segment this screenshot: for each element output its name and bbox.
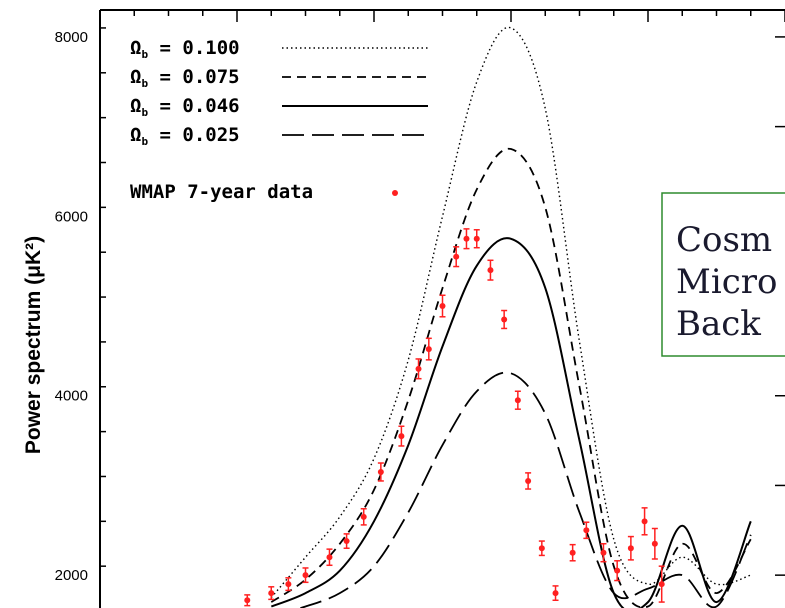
data-point [487, 267, 494, 274]
data-point [244, 597, 251, 604]
series-line-solid [270, 237, 752, 608]
wmap-point [302, 567, 309, 584]
wmap-point [326, 548, 333, 567]
data-point [268, 590, 275, 597]
data-point [302, 572, 309, 579]
legend-label: Ωb = 0.046 [130, 95, 240, 119]
wmap-point [552, 585, 559, 602]
wmap-point [415, 358, 422, 380]
legend-label: WMAP 7-year data [130, 181, 313, 203]
wmap-point [501, 309, 508, 330]
legend-label: Ωb = 0.100 [130, 37, 240, 61]
callout-frame [661, 192, 785, 357]
data-point [600, 549, 607, 556]
data-point [425, 346, 432, 353]
data-point [473, 235, 480, 242]
data-point [343, 538, 350, 545]
legend: Ωb = 0.100 Ωb = 0.075 Ωb = 0.046 Ωb = 0.025… [130, 37, 428, 203]
wmap-point [627, 535, 634, 561]
wmap-point [651, 527, 658, 560]
wmap-point [473, 229, 480, 249]
legend-label: Ωb = 0.025 [130, 124, 240, 148]
data-point [552, 590, 559, 597]
model-curves [270, 26, 752, 608]
data-point [453, 253, 460, 260]
wmap-point [398, 425, 405, 447]
callout-line: Micro [676, 262, 777, 302]
data-point [641, 518, 648, 525]
y-axis-label: Power spectrum (μK²) [22, 236, 45, 454]
wmap-point [487, 259, 494, 281]
data-point [377, 468, 384, 475]
axes: 2000 4000 6000 8000 [55, 9, 785, 608]
wmap-point [463, 228, 470, 250]
data-point [583, 527, 590, 534]
wmap-data-points [244, 228, 665, 607]
wmap-point [583, 521, 590, 540]
wmap-point [343, 533, 350, 549]
y-tick-label: 4000 [55, 388, 88, 405]
legend-swatch-wmap [392, 190, 398, 196]
wmap-point [525, 472, 532, 490]
data-point [651, 540, 658, 547]
data-point [501, 316, 508, 323]
wmap-point [285, 577, 292, 592]
wmap-point [425, 337, 432, 361]
wmap-point [244, 594, 251, 607]
wmap-point [600, 543, 607, 563]
wmap-point [614, 560, 621, 582]
data-point [415, 365, 422, 372]
legend-label: Ωb = 0.075 [130, 66, 240, 90]
data-point [398, 433, 405, 440]
wmap-point [641, 507, 648, 536]
callout-line: Cosm [676, 220, 772, 260]
data-point [538, 545, 545, 552]
data-point [285, 581, 292, 588]
y-tick-label: 2000 [55, 567, 88, 584]
series-line-dashed [270, 148, 752, 608]
data-point [569, 549, 576, 556]
wmap-point [439, 294, 446, 318]
wmap-point [569, 543, 576, 562]
wmap-point [514, 390, 521, 410]
data-point [658, 581, 665, 588]
wmap-point [453, 246, 460, 268]
data-point [614, 567, 621, 574]
series-line-longdash [297, 371, 752, 608]
data-point [514, 397, 521, 404]
callout-line: Back [676, 304, 761, 344]
data-point [463, 235, 470, 242]
wmap-point [658, 565, 665, 603]
series-line-dotted [270, 26, 752, 599]
data-point [627, 545, 634, 552]
wmap-point [360, 508, 367, 526]
wmap-point [268, 586, 275, 601]
wmap-point [377, 462, 384, 482]
data-point [525, 477, 532, 484]
data-point [439, 303, 446, 310]
wmap-point [538, 540, 545, 557]
data-point [326, 554, 333, 561]
y-tick-label: 8000 [55, 29, 88, 46]
y-tick-label: 6000 [55, 208, 88, 225]
data-point [360, 513, 367, 520]
